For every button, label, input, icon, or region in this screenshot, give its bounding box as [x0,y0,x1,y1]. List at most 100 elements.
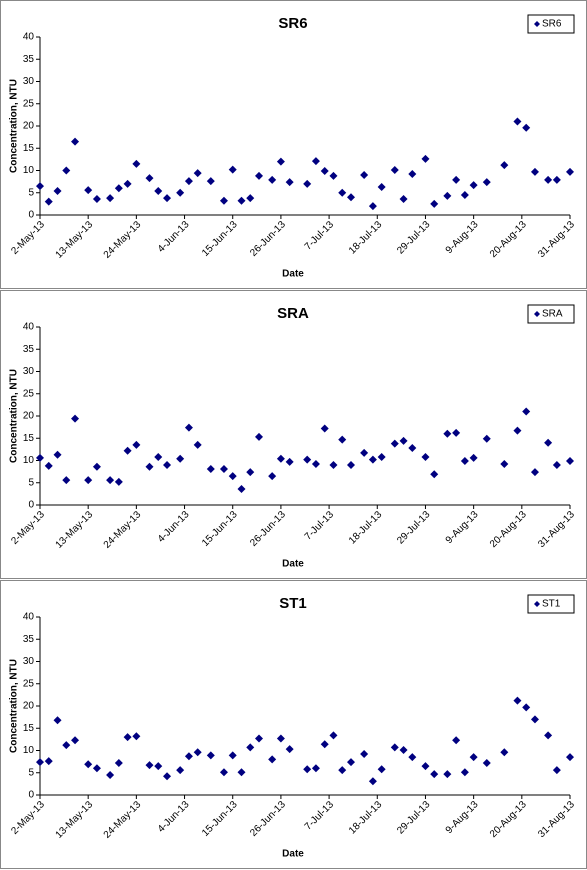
data-point [329,460,338,469]
data-point [268,755,277,764]
panel-border [0,290,587,579]
data-point [246,194,255,203]
data-point [44,197,53,206]
data-point [469,753,478,762]
y-tick-label: 20 [23,121,35,132]
data-point [36,453,44,462]
data-point [92,194,101,203]
data-point [530,468,539,477]
data-point [62,166,71,175]
y-tick-label: 15 [23,723,35,734]
data-point [106,476,115,485]
data-point [228,165,237,174]
data-point [482,178,491,187]
data-point [71,736,80,745]
data-point [513,696,522,705]
data-point [184,177,193,186]
data-point [193,440,202,449]
data-point [184,752,193,761]
data-point [522,703,531,712]
chart-panel: SR6 Concentration, NTU Date 0 5 10 15 20 25 30 35 4… [0,0,587,289]
data-point [399,194,408,203]
data-point [237,768,246,777]
data-point [123,179,132,188]
y-tick-label: 30 [23,366,35,377]
data-point [246,743,255,752]
data-point [106,770,115,779]
data-point [566,456,574,465]
data-point [544,175,553,184]
data-point [482,434,491,443]
data-point [219,464,228,473]
data-point [460,768,469,777]
data-point [346,758,355,767]
data-point [184,423,193,432]
data-point [360,170,369,179]
data-point [44,461,53,470]
data-point [368,777,377,786]
data-point [329,171,338,180]
data-point [285,745,294,754]
data-point [408,170,417,179]
data-point [544,731,553,740]
y-tick-label: 35 [23,54,35,65]
data-point [145,761,154,770]
legend-label: SR6 [542,19,562,30]
data-point [246,468,255,477]
data-point [530,715,539,724]
y-tick-label: 25 [23,388,35,399]
y-tick-label: 5 [28,477,34,488]
data-point [154,186,163,195]
data-point [36,182,44,191]
y-tick-label: 40 [23,612,35,623]
data-point [452,175,461,184]
data-point [53,716,62,725]
y-axis-label: Concentration, NTU [9,369,20,463]
data-point [360,750,369,759]
data-point [360,448,369,457]
data-point [206,177,215,186]
data-point [399,746,408,755]
y-axis-label: Concentration, NTU [9,659,20,753]
data-point [44,757,53,766]
data-point [500,161,509,170]
data-point [390,166,399,175]
y-tick-label: 40 [23,322,35,333]
y-tick-label: 10 [23,165,35,176]
y-tick-label: 40 [23,32,35,43]
data-point [443,191,452,200]
data-point [114,758,123,767]
y-tick-label: 25 [23,678,35,689]
data-point [320,740,329,749]
data-point [53,450,62,459]
data-point [84,760,93,769]
data-point [92,764,101,773]
data-point [123,733,132,742]
data-point [303,179,312,188]
y-axis-label: Concentration, NTU [9,79,20,173]
data-point [513,426,522,435]
data-point [163,194,172,203]
data-point [452,428,461,437]
data-point [145,174,154,183]
legend-label: ST1 [542,599,561,610]
data-point [36,758,44,767]
y-tick-label: 30 [23,76,35,87]
chart-title: SRA [277,305,309,322]
panel-border [0,0,587,289]
x-axis-label: Date [282,559,304,570]
chart-panel: SRA Concentration, NTU Date 0 5 10 15 20 25 30 35 4… [0,290,587,579]
data-point [114,477,123,486]
data-point [368,455,377,464]
data-point [500,748,509,757]
data-point [443,429,452,438]
y-tick-label: 10 [23,745,35,756]
data-point [123,446,132,455]
data-point [311,460,320,469]
data-point [421,762,430,771]
data-point [566,167,574,176]
data-point [430,199,439,208]
data-point [132,440,141,449]
data-point [237,196,246,205]
data-point [552,460,561,469]
